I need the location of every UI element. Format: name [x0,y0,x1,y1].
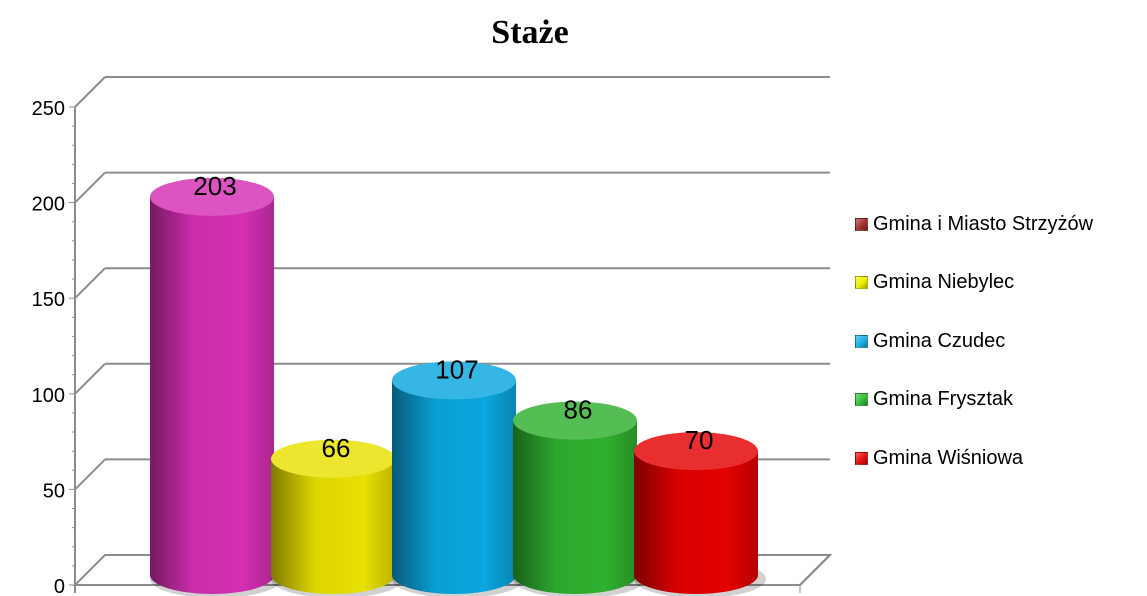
legend-label: Gmina Wiśniowa [873,446,1024,469]
bar [150,196,274,594]
floor-right-edge [799,554,831,586]
legend: Gmina i Miasto Strzyżów Gmina Niebylec Gmi… [855,212,1147,505]
y-tick-label: 200 [32,194,65,216]
legend-item: Gmina Frysztak [855,388,1147,412]
y-tick-label: 0 [54,576,65,596]
data-label: 107 [435,354,478,384]
data-label: 66 [322,433,351,463]
bar-top [392,361,516,400]
bar-top [150,177,274,216]
legend-item: Gmina Niebylec [855,271,1147,295]
legend-label: Gmina i Miasto Strzyżów [873,212,1094,235]
legend-label: Gmina Czudec [873,329,1006,352]
bar [271,458,395,594]
bar-top [513,401,637,440]
data-label: 203 [193,171,236,201]
legend-item: Gmina Czudec [855,329,1147,353]
legend-label: Gmina Niebylec [873,271,1015,293]
bar-top [271,439,395,478]
legend-item: Gmina Wiśniowa [855,446,1147,470]
data-label: 86 [564,395,593,425]
legend-swatch [855,334,868,348]
y-tick-label: 100 [32,385,65,407]
y-tick-label: 250 [32,98,65,120]
side-wall-line [74,267,106,299]
side-wall-line [74,458,106,491]
legend-swatch [855,217,868,231]
y-tick-label: 50 [43,480,65,502]
legend-swatch [855,393,868,406]
side-wall-line [74,76,106,108]
bar [634,451,758,594]
bar [392,380,516,594]
bar-top [634,432,758,471]
side-wall-line [74,171,106,204]
side-wall-line [74,363,106,395]
legend-label: Gmina Frysztak [873,388,1014,410]
bar [513,420,637,594]
chart-title: Staże [491,14,569,51]
legend-swatch [855,451,868,465]
legend-item: Gmina i Miasto Strzyżów [855,212,1147,236]
data-label: 70 [685,425,714,455]
y-tick-label: 150 [32,289,65,311]
legend-swatch [855,276,868,289]
